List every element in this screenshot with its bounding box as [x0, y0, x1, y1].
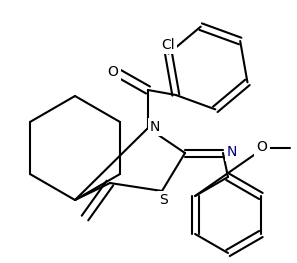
Text: Cl: Cl [162, 38, 175, 52]
Text: O: O [257, 140, 267, 154]
Text: S: S [159, 193, 168, 207]
Text: N: N [227, 145, 237, 159]
Text: O: O [108, 65, 119, 79]
Text: N: N [150, 120, 160, 134]
